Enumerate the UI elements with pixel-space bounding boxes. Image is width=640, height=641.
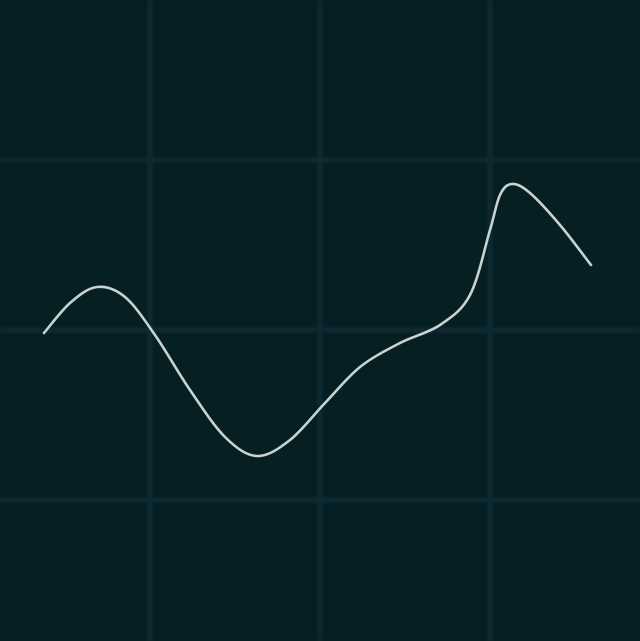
line-series <box>42 182 593 458</box>
plot-area <box>42 182 593 458</box>
